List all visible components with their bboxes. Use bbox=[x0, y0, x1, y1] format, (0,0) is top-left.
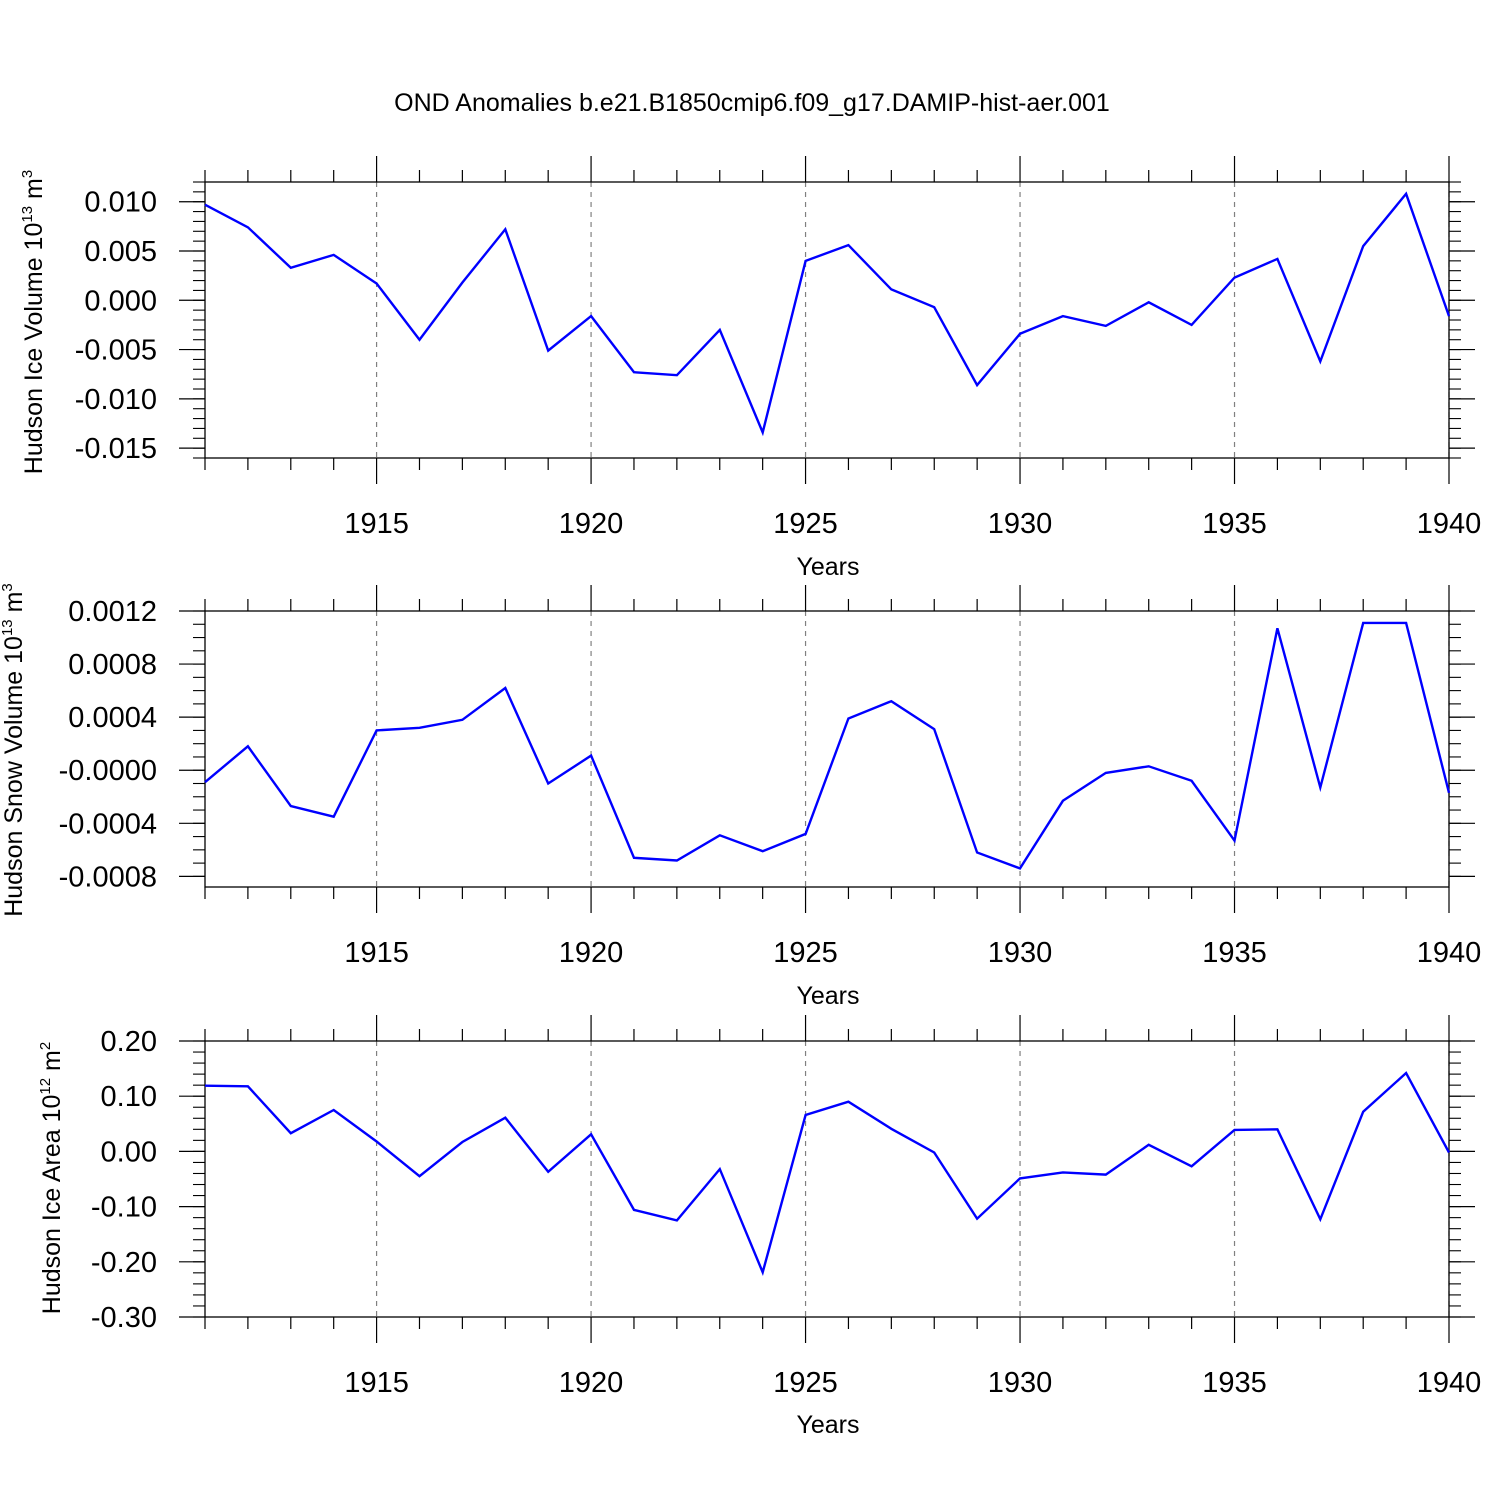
x-tick-label: 1940 bbox=[1417, 937, 1482, 969]
series-line bbox=[204, 621, 1451, 870]
plot-frame bbox=[204, 1040, 1450, 1318]
y-axis-label: Hudson Ice Area 1012 m2 bbox=[37, 1042, 66, 1314]
chart-panel-1: 0.010 0.005 0.000 -0.005 -0.010 -0.015 1915 192… bbox=[19, 156, 1481, 581]
y-tick-label: 0.00 bbox=[101, 1136, 157, 1168]
x-tick-label: 1925 bbox=[773, 937, 838, 969]
series-line bbox=[204, 191, 1451, 437]
y-tick-label: -0.20 bbox=[91, 1247, 157, 1279]
y-tick-label: -0.010 bbox=[75, 384, 157, 416]
chart-panel-3: 0.20 0.10 0.00 -0.10 -0.20 -0.30 1915 1920 1925 1… bbox=[37, 1015, 1481, 1439]
y-tick-label: -0.0008 bbox=[59, 861, 157, 893]
y-tick-label: -0.10 bbox=[91, 1192, 157, 1224]
chart-title: OND Anomalies b.e21.B1850cmip6.f09_g17.D… bbox=[394, 89, 1110, 117]
x-tick-label: 1920 bbox=[559, 1367, 624, 1399]
y-tick-label: 0.0008 bbox=[68, 649, 157, 681]
x-axis-label: Years bbox=[796, 982, 859, 1010]
x-tick-label: 1935 bbox=[1202, 1367, 1267, 1399]
panels: 0.010 0.005 0.000 -0.005 -0.010 -0.015 1915 192… bbox=[0, 156, 1481, 1439]
x-tick-label: 1915 bbox=[344, 1367, 409, 1399]
x-tick-label: 1930 bbox=[988, 937, 1053, 969]
y-tick-label: -0.0004 bbox=[59, 808, 157, 840]
y-tick-label: -0.015 bbox=[75, 433, 157, 465]
y-tick-label: 0.20 bbox=[101, 1026, 157, 1058]
y-tick-label: 0.000 bbox=[84, 285, 157, 317]
x-tick-label: 1925 bbox=[773, 508, 838, 540]
x-tick-label: 1920 bbox=[559, 508, 624, 540]
x-tick-label: 1915 bbox=[344, 937, 409, 969]
y-axis-label: Hudson Snow Volume 1013 m3 bbox=[0, 583, 28, 917]
chart-panel-2: 0.0012 0.0008 0.0004 -0.0000 -0.0004 -0.0008 1… bbox=[0, 583, 1481, 1010]
y-tick-label: -0.005 bbox=[75, 335, 157, 367]
x-tick-label: 1940 bbox=[1417, 508, 1482, 540]
x-tick-label: 1930 bbox=[988, 1367, 1053, 1399]
plot-frame bbox=[204, 181, 1450, 459]
y-tick-label: 0.10 bbox=[101, 1081, 157, 1113]
x-tick-label: 1920 bbox=[559, 937, 624, 969]
y-tick-label: 0.0012 bbox=[68, 596, 157, 628]
y-tick-label: 0.005 bbox=[84, 236, 157, 268]
x-tick-label: 1940 bbox=[1417, 1367, 1482, 1399]
plot-frame bbox=[204, 610, 1450, 888]
x-tick-label: 1930 bbox=[988, 508, 1053, 540]
y-tick-label: 0.010 bbox=[84, 187, 157, 219]
y-axis-label: Hudson Ice Volume 1013 m3 bbox=[19, 170, 48, 474]
y-tick-label: 0.0004 bbox=[68, 702, 157, 734]
x-tick-label: 1925 bbox=[773, 1367, 838, 1399]
x-tick-label: 1935 bbox=[1202, 937, 1267, 969]
y-tick-label: -0.30 bbox=[91, 1302, 157, 1334]
x-axis-label: Years bbox=[796, 553, 859, 581]
x-axis-label: Years bbox=[796, 1411, 859, 1439]
series-line bbox=[204, 1071, 1451, 1276]
x-tick-label: 1935 bbox=[1202, 508, 1267, 540]
y-tick-label: -0.0000 bbox=[59, 755, 157, 787]
x-tick-label: 1915 bbox=[344, 508, 409, 540]
